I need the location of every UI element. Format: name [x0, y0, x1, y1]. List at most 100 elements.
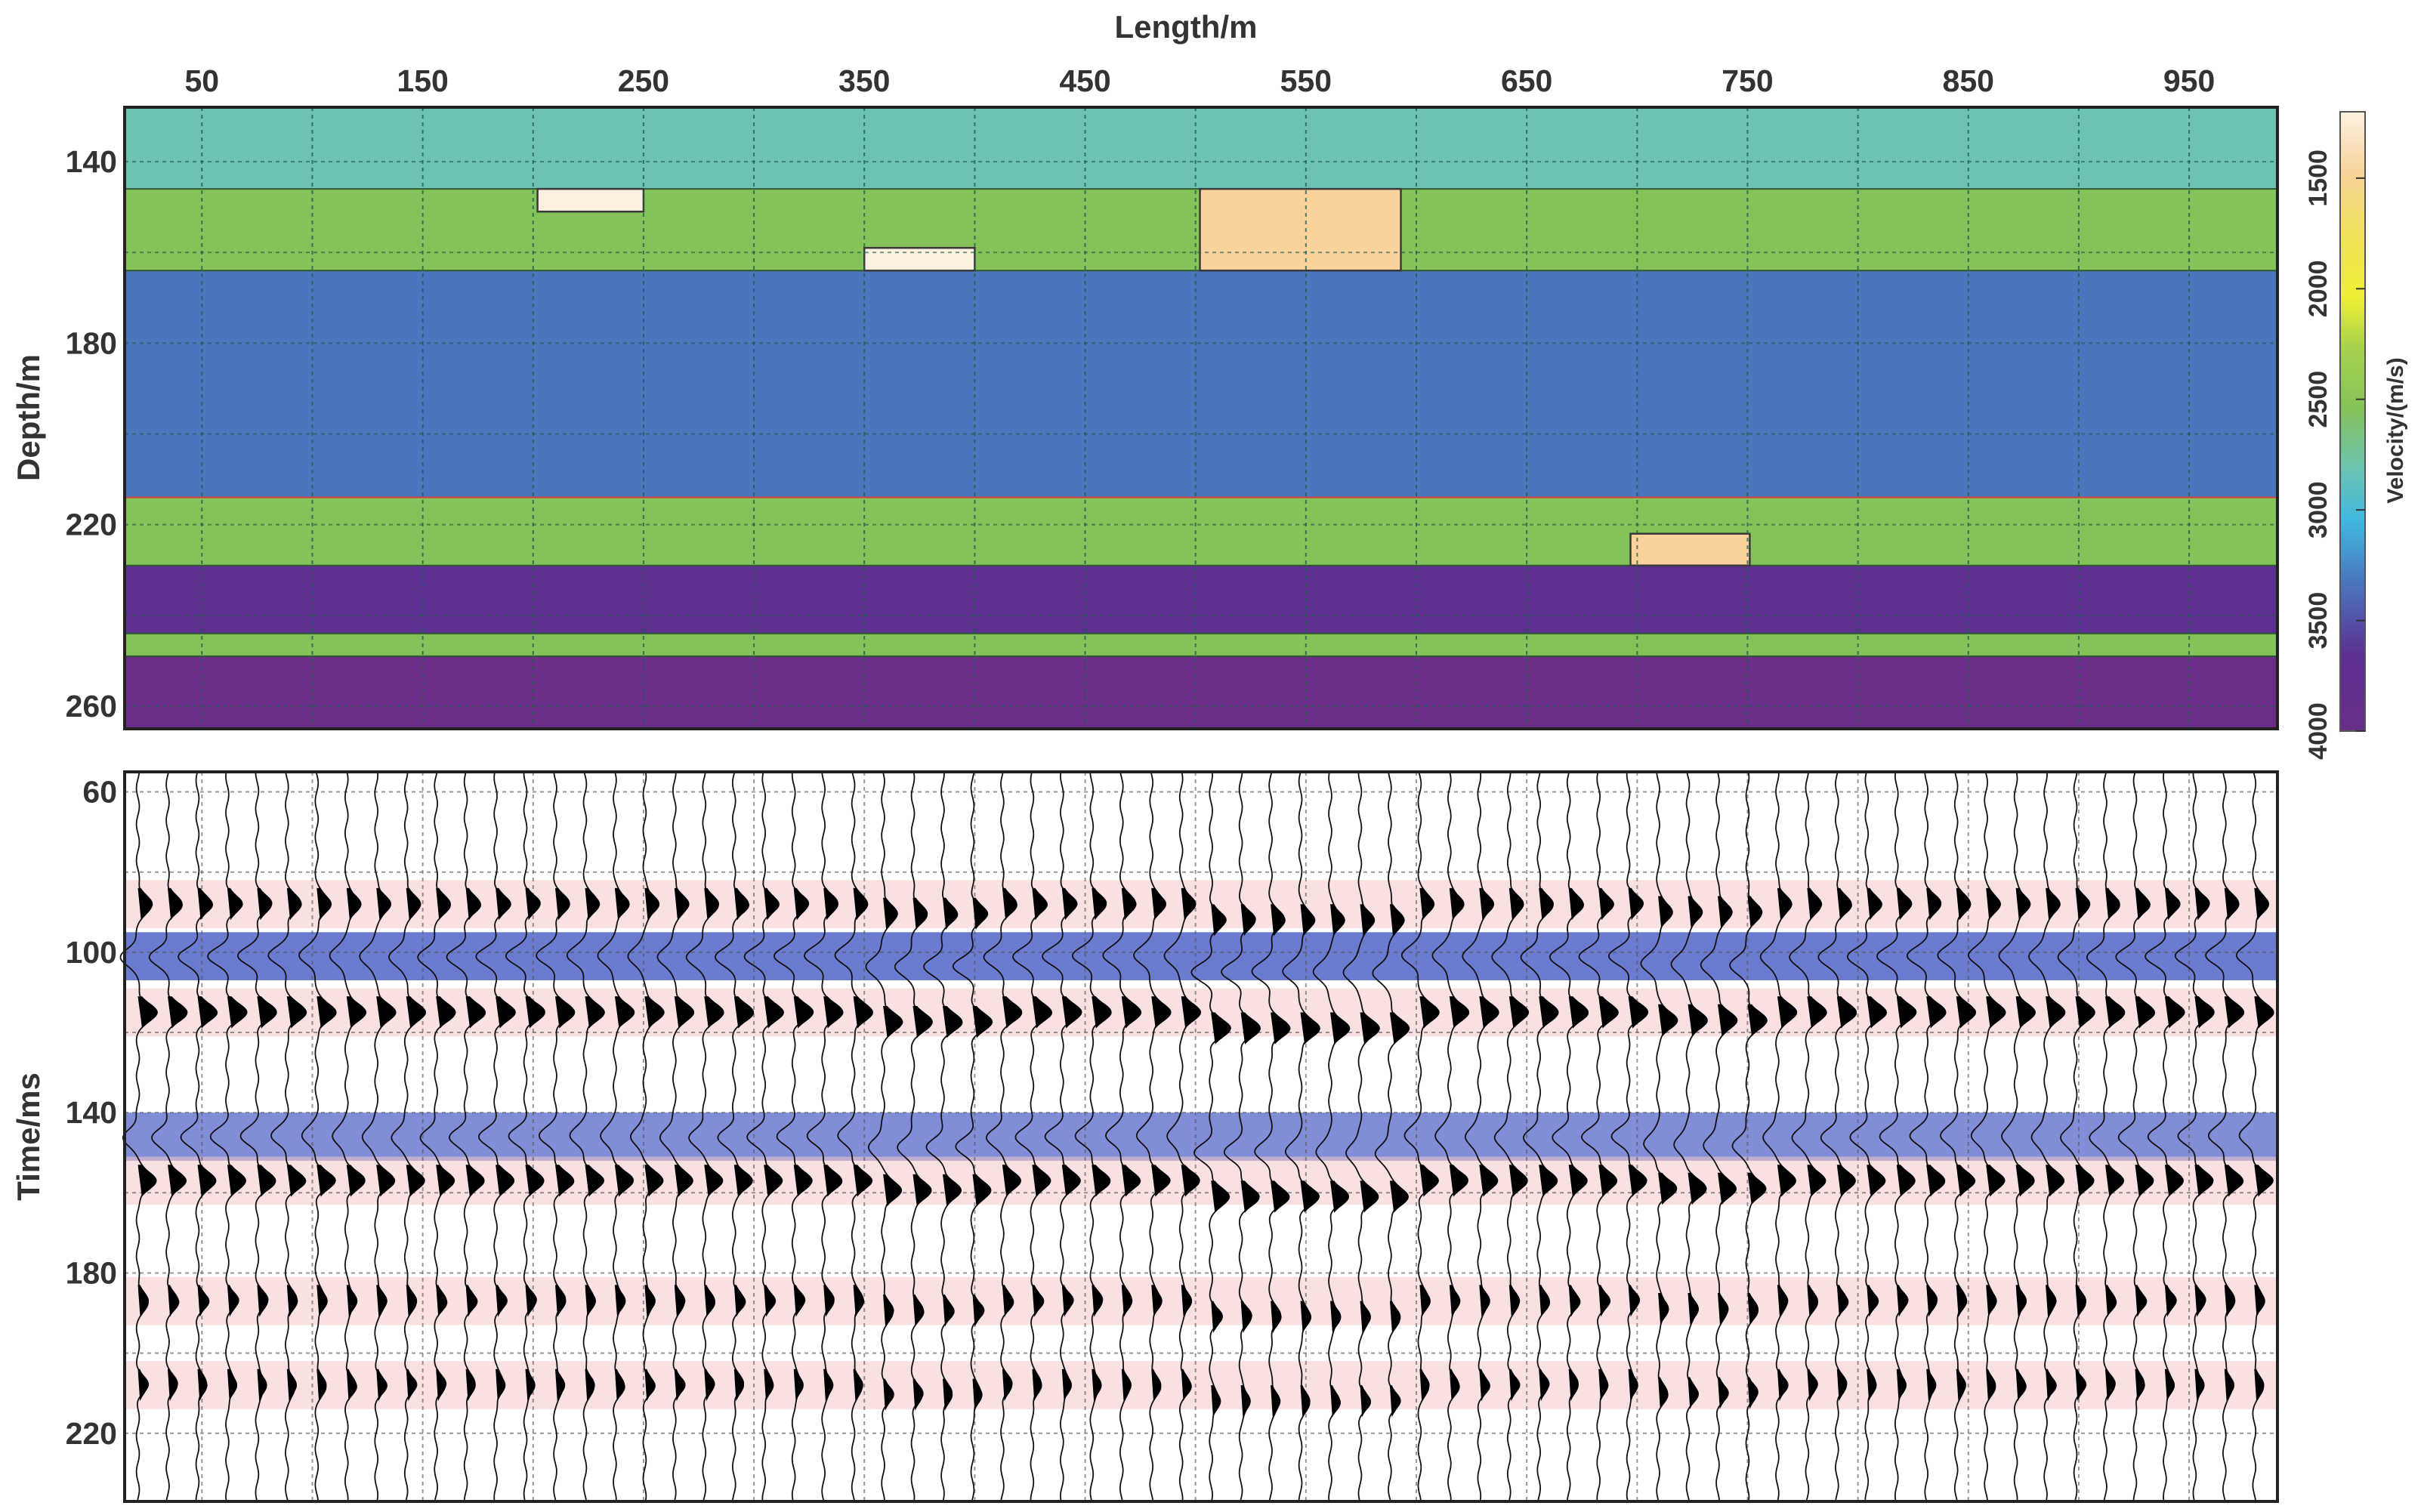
trace-peak-fill — [1539, 1285, 1550, 1317]
x-tick-label: 850 — [1943, 63, 1994, 98]
trace-peak-fill — [1598, 1285, 1610, 1317]
velocity-layer — [125, 270, 2277, 498]
trace-peak-fill — [555, 1285, 567, 1317]
trace-peak-fill — [1539, 887, 1554, 921]
trace-peak-fill — [1419, 1165, 1439, 1197]
trace-peak-fill — [197, 1285, 208, 1317]
trace-peak-fill — [1539, 996, 1559, 1029]
x-tick-labels: 50 150 250 350 450 550 650 750 850 950 — [185, 63, 2216, 98]
trace-peak-fill — [1032, 1285, 1043, 1317]
trace-peak-fill — [1092, 996, 1112, 1029]
trace-peak-fill — [1211, 1180, 1231, 1213]
x-axis-label: Length/m — [1115, 9, 1258, 45]
trace-peak-fill — [764, 1165, 783, 1197]
trace-peak-fill — [525, 996, 545, 1029]
colorbar-tick-label: 2000 — [2304, 260, 2333, 317]
trace-peak-fill — [1956, 996, 1977, 1029]
trace-peak-fill — [1688, 896, 1703, 928]
trace-peak-fill — [883, 897, 898, 930]
trace-peak-fill — [1389, 1180, 1409, 1213]
trace-peak-fill — [585, 1165, 604, 1197]
seismic-trace — [1251, 771, 1290, 1502]
trace-peak-fill — [555, 1165, 575, 1197]
trace-peak-fill — [1807, 1369, 1817, 1402]
trace-peak-fill — [1718, 1172, 1737, 1205]
trace-peak-fill — [1419, 1369, 1430, 1402]
trace-peak-fill — [793, 887, 809, 921]
trace-peak-fill — [1479, 1369, 1490, 1402]
trace-peak-fill — [2254, 1165, 2274, 1197]
time-tick-label: 220 — [66, 1416, 117, 1451]
trace-peak-fill — [376, 1165, 396, 1197]
trace-peak-fill — [1896, 887, 1912, 921]
trace-peak-fill — [227, 1165, 246, 1197]
trace-peak-fill — [1777, 1165, 1796, 1197]
trace-peak-fill — [1181, 1285, 1193, 1317]
trace-peak-fill — [1092, 1369, 1102, 1402]
trace-peak-fill — [227, 1369, 238, 1402]
trace-peak-fill — [1121, 1369, 1132, 1402]
trace-peak-fill — [2075, 887, 2091, 921]
trace-peak-fill — [1151, 887, 1166, 921]
trace-peak-fill — [1479, 887, 1495, 921]
trace-peak-fill — [346, 1369, 357, 1402]
trace-peak-fill — [644, 1285, 656, 1317]
trace-peak-fill — [644, 887, 660, 921]
trace-peak-fill — [1658, 1172, 1678, 1205]
time-axis-label: Time/ms — [11, 1072, 46, 1201]
trace-peak-fill — [1807, 1285, 1818, 1317]
trace-peak-fill — [346, 887, 362, 921]
trace-peak-fill — [197, 1369, 208, 1402]
trace-peak-fill — [1718, 1004, 1738, 1037]
trace-peak-fill — [733, 1369, 744, 1402]
trace-peak-fill — [2194, 996, 2215, 1029]
trace-peak-fill — [137, 1165, 157, 1197]
trace-peak-fill — [1032, 887, 1048, 921]
trace-peak-fill — [764, 1285, 775, 1317]
trace-peak-fill — [2015, 1285, 2027, 1317]
trace-peak-fill — [912, 897, 928, 930]
trace-peak-fill — [525, 1165, 545, 1197]
velocity-anomaly — [536, 187, 645, 213]
trace-peak-fill — [2254, 887, 2270, 921]
trace-peak-fill — [1568, 996, 1589, 1029]
trace-peak-fill — [1598, 1165, 1618, 1197]
trace-peak-fill — [1240, 904, 1256, 937]
seismic-trace — [1342, 771, 1379, 1502]
trace-peak-fill — [1658, 1293, 1669, 1325]
trace-peak-fill — [733, 996, 755, 1029]
seismic-trace — [1190, 771, 1231, 1502]
trace-peak-fill — [883, 1006, 903, 1038]
trace-peak-fill — [912, 1174, 932, 1207]
reflection-band — [125, 932, 2277, 980]
trace-peak-fill — [2105, 1369, 2116, 1402]
trace-peak-fill — [2135, 1165, 2154, 1197]
colorbar-tick-label: 4000 — [2304, 702, 2333, 760]
trace-peak-fill — [1568, 1369, 1579, 1402]
trace-peak-fill — [1986, 1165, 2006, 1197]
trace-peak-fill — [1568, 1165, 1588, 1197]
trace-peak-fill — [1926, 996, 1947, 1029]
trace-peak-fill — [257, 1369, 267, 1402]
trace-peak-fill — [1747, 1377, 1758, 1409]
trace-peak-fill — [1330, 904, 1345, 937]
seismic-trace — [1282, 771, 1320, 1502]
trace-peak-fill — [1598, 1369, 1609, 1402]
trace-peak-fill — [1777, 1285, 1789, 1317]
trace-peak-fill — [1449, 887, 1465, 921]
trace-peak-fill — [823, 1369, 834, 1402]
trace-peak-fill — [1688, 1172, 1707, 1205]
trace-peak-fill — [823, 887, 838, 921]
trace-peak-fill — [1628, 996, 1648, 1029]
trace-peak-fill — [168, 887, 183, 921]
trace-peak-fill — [1002, 996, 1023, 1029]
trace-peak-fill — [1747, 1172, 1767, 1205]
trace-peak-fill — [2164, 1165, 2184, 1197]
trace-peak-fill — [286, 996, 307, 1029]
trace-peak-fill — [2105, 887, 2120, 921]
trace-peak-fill — [614, 887, 630, 921]
trace-peak-fill — [943, 897, 958, 930]
trace-peak-fill — [1598, 996, 1619, 1029]
trace-peak-fill — [1986, 996, 2006, 1029]
x-tick-label: 450 — [1059, 63, 1110, 98]
